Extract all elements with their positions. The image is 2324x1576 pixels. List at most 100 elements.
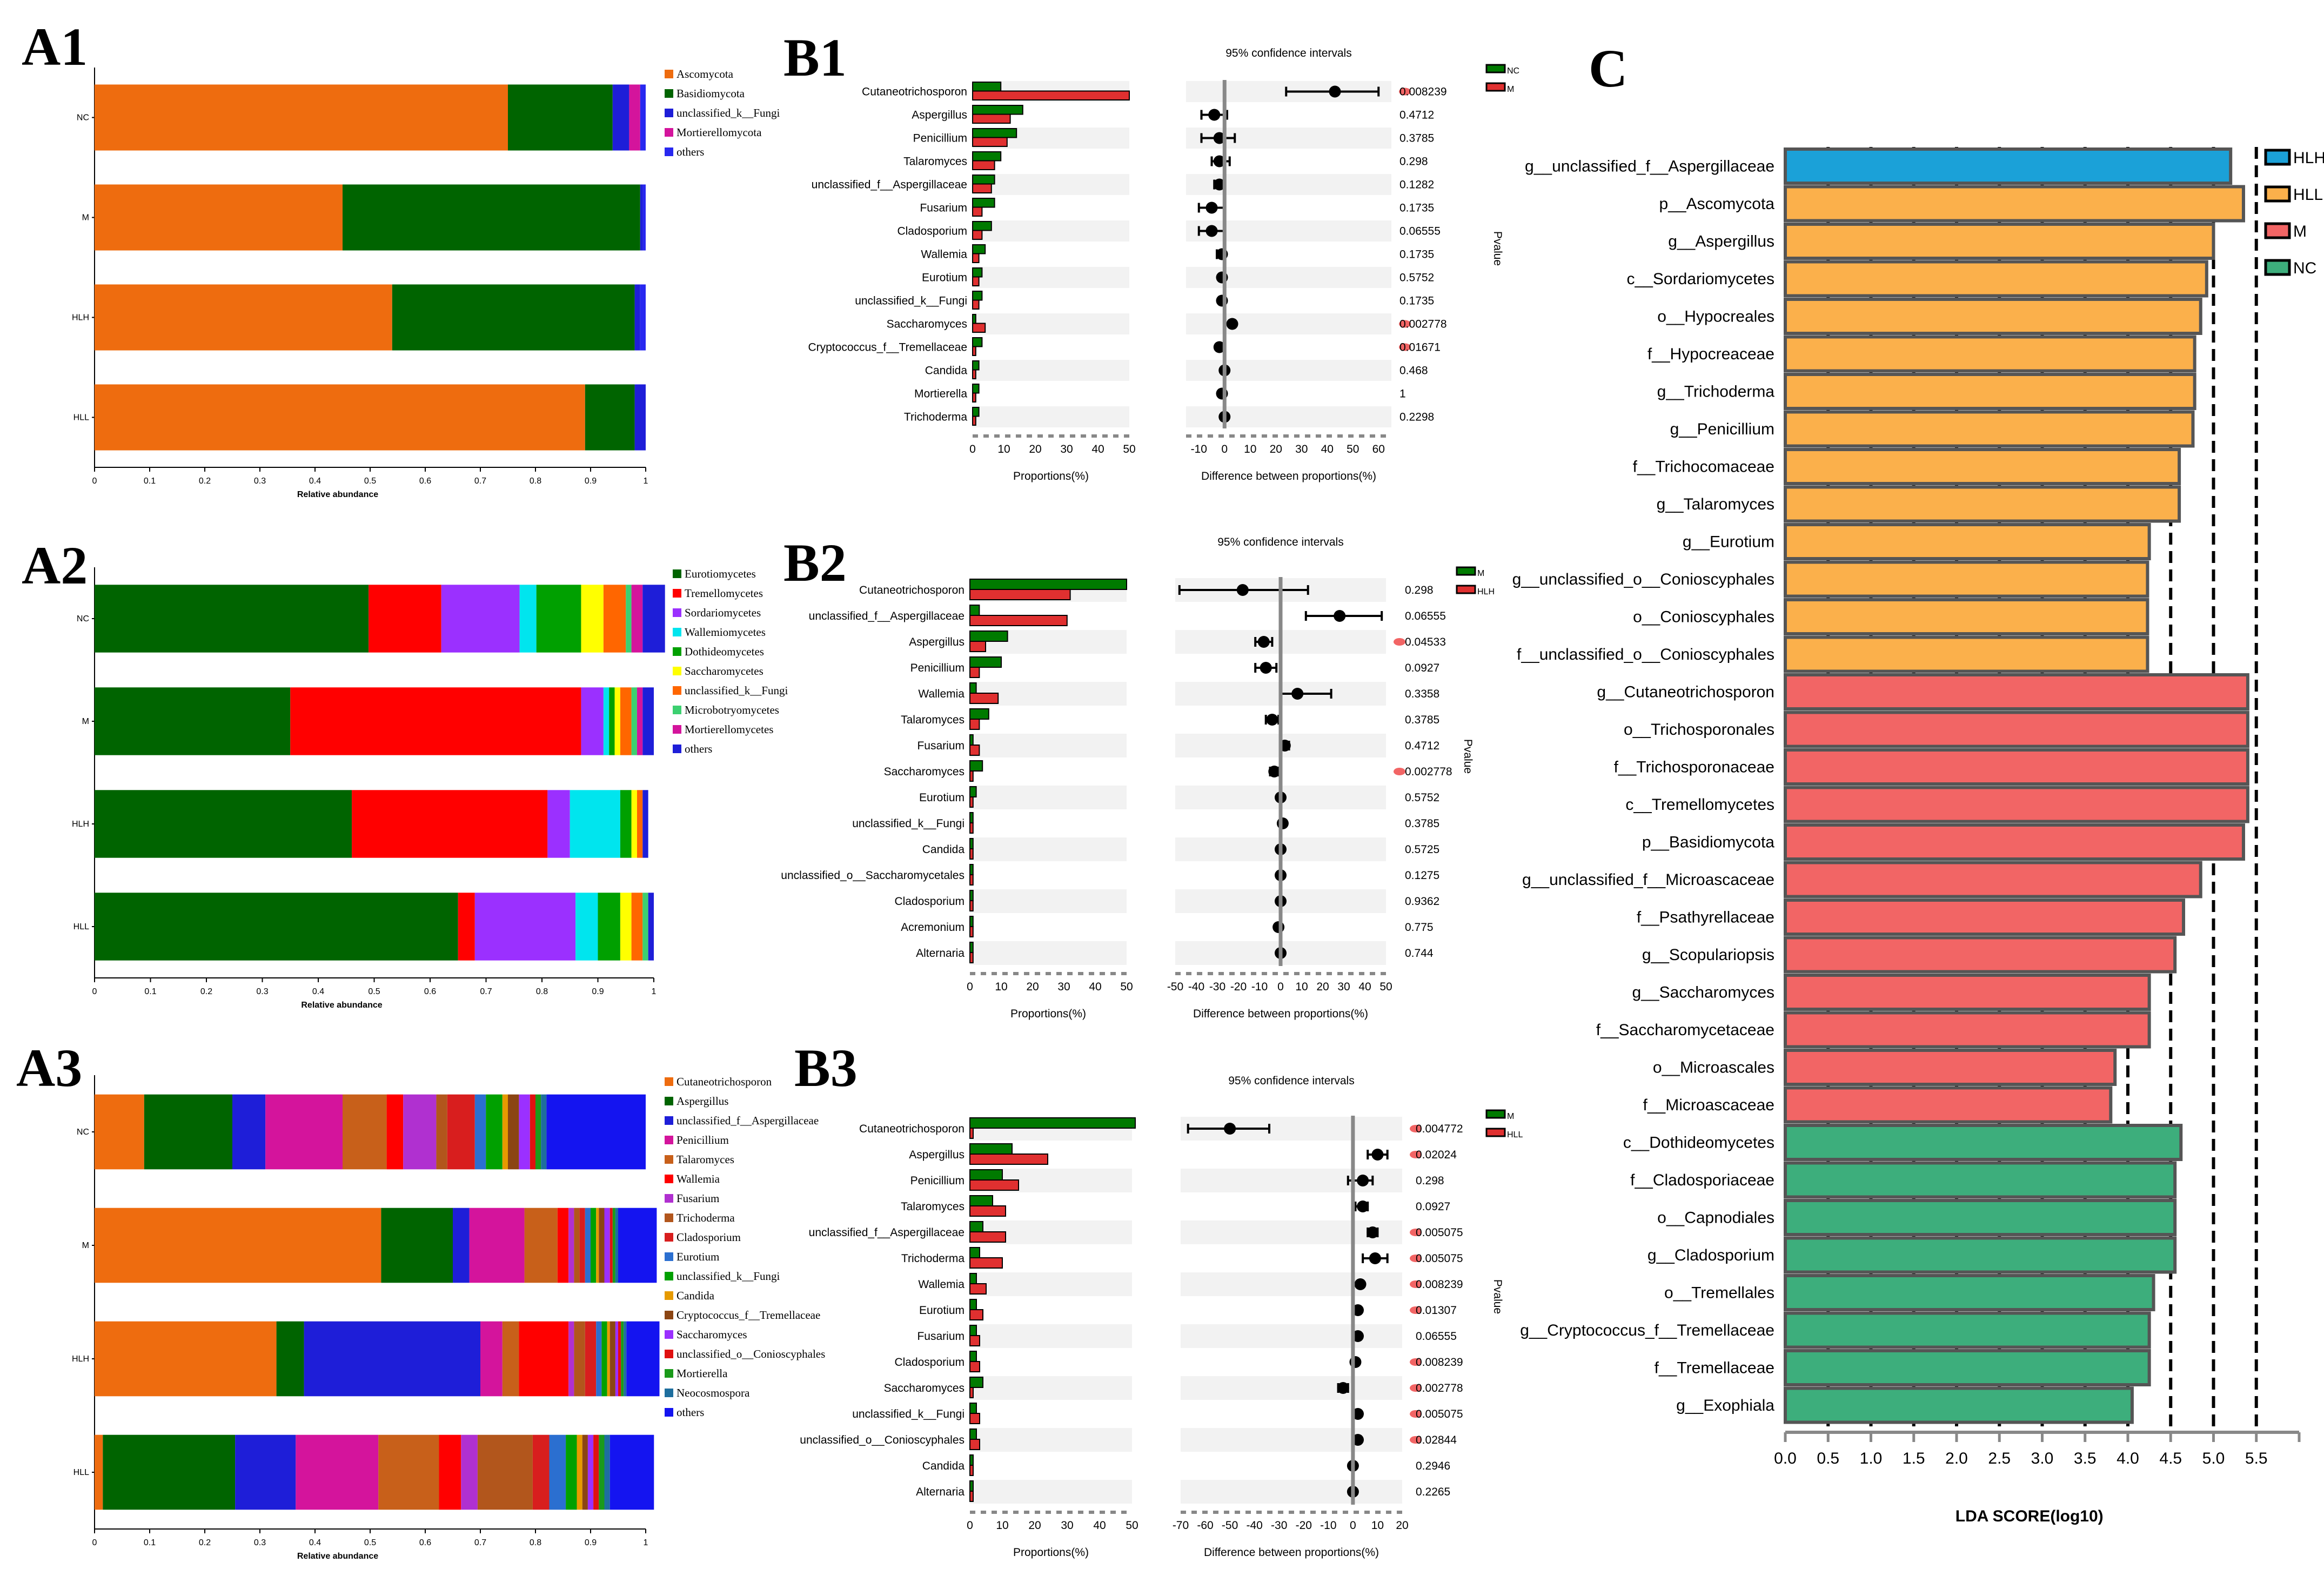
bar-segment	[95, 84, 508, 151]
x-tick-label: 4.0	[2117, 1450, 2139, 1467]
category-label: NC	[77, 1128, 89, 1137]
bar-segment	[612, 1208, 615, 1283]
x-tick-label: 2.0	[1945, 1450, 1968, 1467]
bar-segment	[620, 687, 632, 755]
legend-label: Mortierellomycetes	[685, 723, 773, 736]
taxon-label: Wallemia	[918, 688, 965, 700]
group2-bar	[969, 900, 974, 911]
x-tick-label: 0	[92, 477, 97, 486]
group2-bar	[969, 641, 986, 652]
right-tick-label: 10	[1244, 443, 1256, 455]
group2-bar	[969, 1179, 1019, 1191]
x-tick-label: 0.5	[368, 987, 380, 996]
lda-bar-label: c__Dothideomycetes	[1623, 1134, 1774, 1152]
legend-swatch	[673, 745, 681, 753]
bar-segment	[352, 790, 548, 858]
row-shade	[973, 267, 1129, 288]
x-tick-label: 0.3	[254, 1538, 266, 1547]
pvalue-label: 0.1275	[1405, 869, 1439, 882]
bar-segment	[386, 1094, 404, 1170]
pvalue-label: 0.1735	[1399, 295, 1434, 307]
lda-bar-label: f__Psathyrellaceae	[1637, 909, 1774, 927]
legend-label: M	[1477, 569, 1484, 578]
bar-segment	[343, 1094, 387, 1170]
group1-bar	[969, 1117, 1136, 1129]
legend-swatch	[673, 628, 681, 636]
x-tick-label: 0.0	[1774, 1450, 1797, 1467]
bar-segment	[532, 1434, 550, 1510]
extended-error-bar-chart-b3: Cutaneotrichosporon 0.004772 Aspergillus 0.…	[800, 1075, 1523, 1559]
lda-bar-label: g__Cutaneotrichosporon	[1597, 683, 1774, 701]
bar-segment	[547, 790, 570, 858]
bar-segment	[621, 1321, 624, 1397]
row-shade	[1181, 1324, 1402, 1348]
x-tick-label: 0.9	[585, 1538, 597, 1547]
legend-swatch	[2264, 222, 2291, 239]
lda-bar	[1784, 1311, 2151, 1349]
bar-segment	[441, 585, 520, 653]
legend-swatch	[665, 1389, 673, 1397]
taxon-label: Aspergillus	[912, 109, 967, 122]
group1-bar	[969, 1351, 977, 1362]
lda-bar-label: f__Saccharomycetaceae	[1596, 1021, 1774, 1039]
x-axis-title: Relative abundance	[297, 490, 378, 499]
legend-label: NC	[2293, 259, 2316, 277]
bar-segment	[535, 1094, 541, 1170]
bar-segment	[585, 1321, 597, 1397]
legend-swatch	[665, 1097, 673, 1105]
difference-point	[1291, 688, 1304, 700]
bar-segment	[474, 1094, 486, 1170]
lda-bar	[1784, 485, 2181, 523]
group2-bar	[969, 745, 980, 756]
pvalue-label: 0.008239	[1399, 86, 1447, 98]
right-axis-title: Difference between proportions(%)	[1204, 1546, 1379, 1559]
left-tick-label: 30	[1061, 1519, 1073, 1532]
group2-bar	[969, 770, 974, 782]
legend-swatch	[673, 569, 681, 578]
group1-bar	[972, 314, 976, 324]
group2-bar	[969, 874, 974, 886]
taxon-label: unclassified_o__Conioscyphales	[800, 1434, 965, 1446]
legend-label: Microbotryomycetes	[685, 703, 779, 716]
bar-segment	[519, 1321, 569, 1397]
difference-point	[1213, 178, 1225, 191]
lda-bar	[1784, 448, 2181, 485]
legend-label: HLH	[1477, 587, 1495, 596]
significance-marker	[1410, 1306, 1422, 1314]
legend-swatch	[665, 1213, 673, 1222]
taxon-label: Penicillium	[910, 1175, 965, 1187]
pvalue-label: 0.3785	[1399, 132, 1434, 145]
legend-label: unclassified_k__Fungi	[685, 684, 788, 697]
lda-bar	[1784, 936, 2177, 974]
right-tick-label: -20	[1230, 981, 1247, 993]
bar-segment	[502, 1094, 508, 1170]
legend-label: HLL	[1507, 1130, 1523, 1139]
legend-swatch	[673, 608, 681, 617]
pvalue-axis-title: Pvalue	[1491, 1279, 1504, 1314]
lda-bar	[1784, 823, 2245, 861]
legend-swatch	[665, 1272, 673, 1280]
difference-point	[1213, 155, 1225, 167]
bar-segment	[581, 687, 604, 755]
x-tick-label: 0.2	[199, 477, 211, 486]
pvalue-label: 0.008239	[1416, 1278, 1463, 1291]
legend-label: Neocosmospora	[677, 1386, 750, 1399]
left-tick-label: 20	[1026, 981, 1039, 993]
bar-segment	[607, 1321, 610, 1397]
bar-segment	[232, 1094, 266, 1170]
group1-bar	[972, 128, 1017, 138]
pvalue-label: 0.02024	[1416, 1149, 1457, 1161]
bar-segment	[629, 84, 640, 151]
lda-bar	[1784, 185, 2245, 223]
bar-segment	[574, 1208, 580, 1283]
x-tick-label: 0.9	[592, 987, 604, 996]
group2-bar	[972, 90, 1130, 100]
lda-bar	[1784, 560, 2149, 598]
group2-bar	[969, 589, 1071, 600]
group1-bar	[969, 1247, 980, 1258]
bar-segment	[601, 1321, 607, 1397]
lda-bar-label: f__Trichocomaceae	[1633, 458, 1774, 476]
bar-segment	[642, 893, 648, 961]
significance-marker	[1410, 1384, 1422, 1392]
group1-bar	[969, 786, 977, 797]
